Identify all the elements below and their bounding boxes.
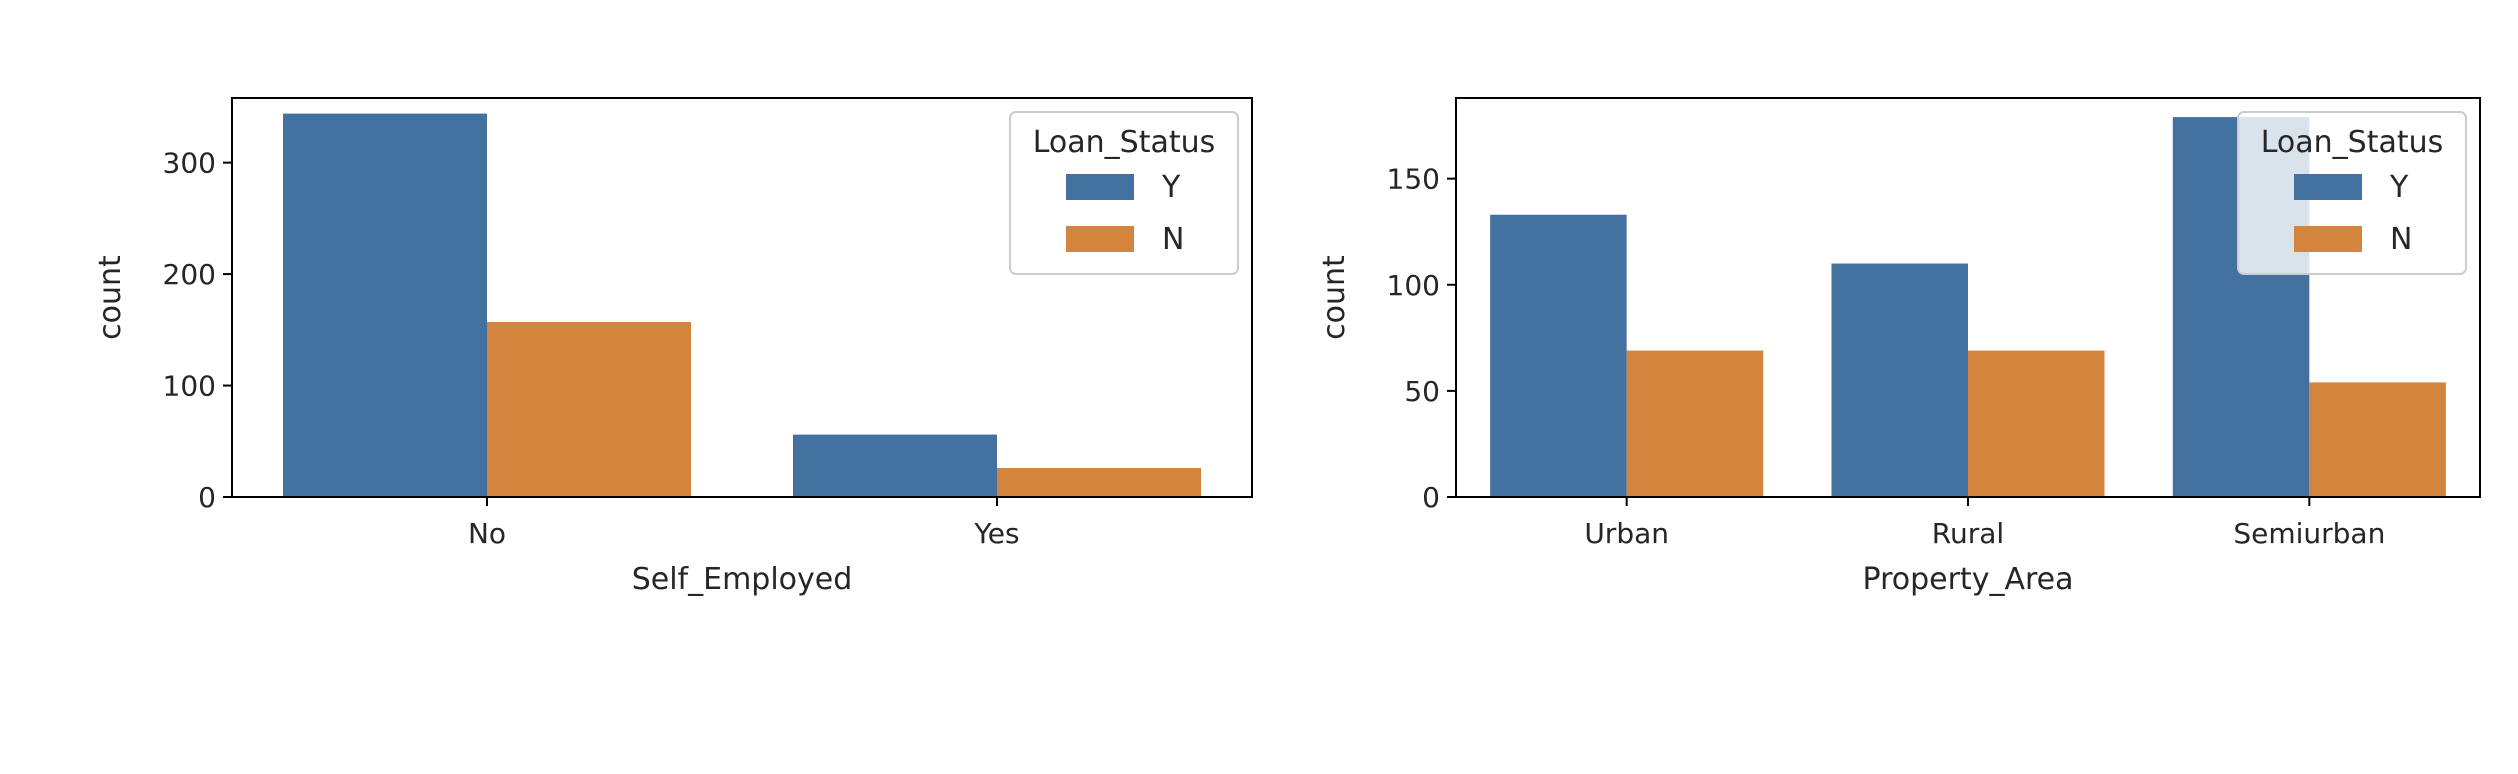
x-tick-label: Semiurban [2233,517,2385,550]
legend-label-y: Y [1161,170,1181,205]
bar-yes-y [793,434,997,497]
chart-property-area: 0 50 100 150 Urban Rural Semiurban Property_Are… [1317,97,2481,597]
y-axis-label: count [93,255,128,340]
bar-rural-n [1968,350,2105,497]
y-tick-label: 0 [198,481,216,514]
x-tick-label: Rural [1932,517,2004,550]
legend: Loan_Status YN [1009,111,1239,275]
bars [1490,117,2446,498]
y-axis-label: count [1317,255,1352,340]
legend-title: Loan_Status [2261,125,2444,160]
legend-title: Loan_Status [1033,125,1216,160]
legend-swatch-y [2294,174,2362,200]
bar-urban-y [1490,214,1627,498]
y-tick-label: 200 [163,258,216,291]
y-tick-label: 100 [1387,269,1440,302]
x-axis-label: Self_Employed [632,562,853,597]
x-tick-label: No [468,517,506,550]
legend-label-n: N [2390,222,2412,257]
bars [283,113,1201,497]
plot-frame [231,97,1253,498]
legend: Loan_Status YN [2237,111,2467,275]
bar-no-n [487,322,691,497]
legend-swatch-y [1066,174,1134,200]
y-tick-label: 100 [163,370,216,403]
x-tick-label: Yes [973,517,1019,550]
bar-no-y [283,113,487,497]
bar-semiurban-n [2309,382,2446,497]
bar-urban-n [1626,350,1764,497]
y-tick-label: 300 [163,147,216,180]
chart-self-employed: 0 100 200 300 No Yes Self_Employed count Loan_St… [93,97,1253,597]
x-tick-label: Urban [1584,517,1669,550]
bar-yes-n [997,468,1201,497]
legend-swatch-n [1066,226,1134,252]
y-tick-label: 150 [1387,163,1440,196]
y-tick-label: 50 [1404,375,1440,408]
x-axis-label: Property_Area [1863,562,2074,597]
legend-label-n: N [1162,222,1184,257]
legend-swatch-n [2294,226,2362,252]
legend-label-y: Y [2389,170,2409,205]
bar-rural-y [1831,263,1968,497]
y-tick-label: 0 [1422,481,1440,514]
